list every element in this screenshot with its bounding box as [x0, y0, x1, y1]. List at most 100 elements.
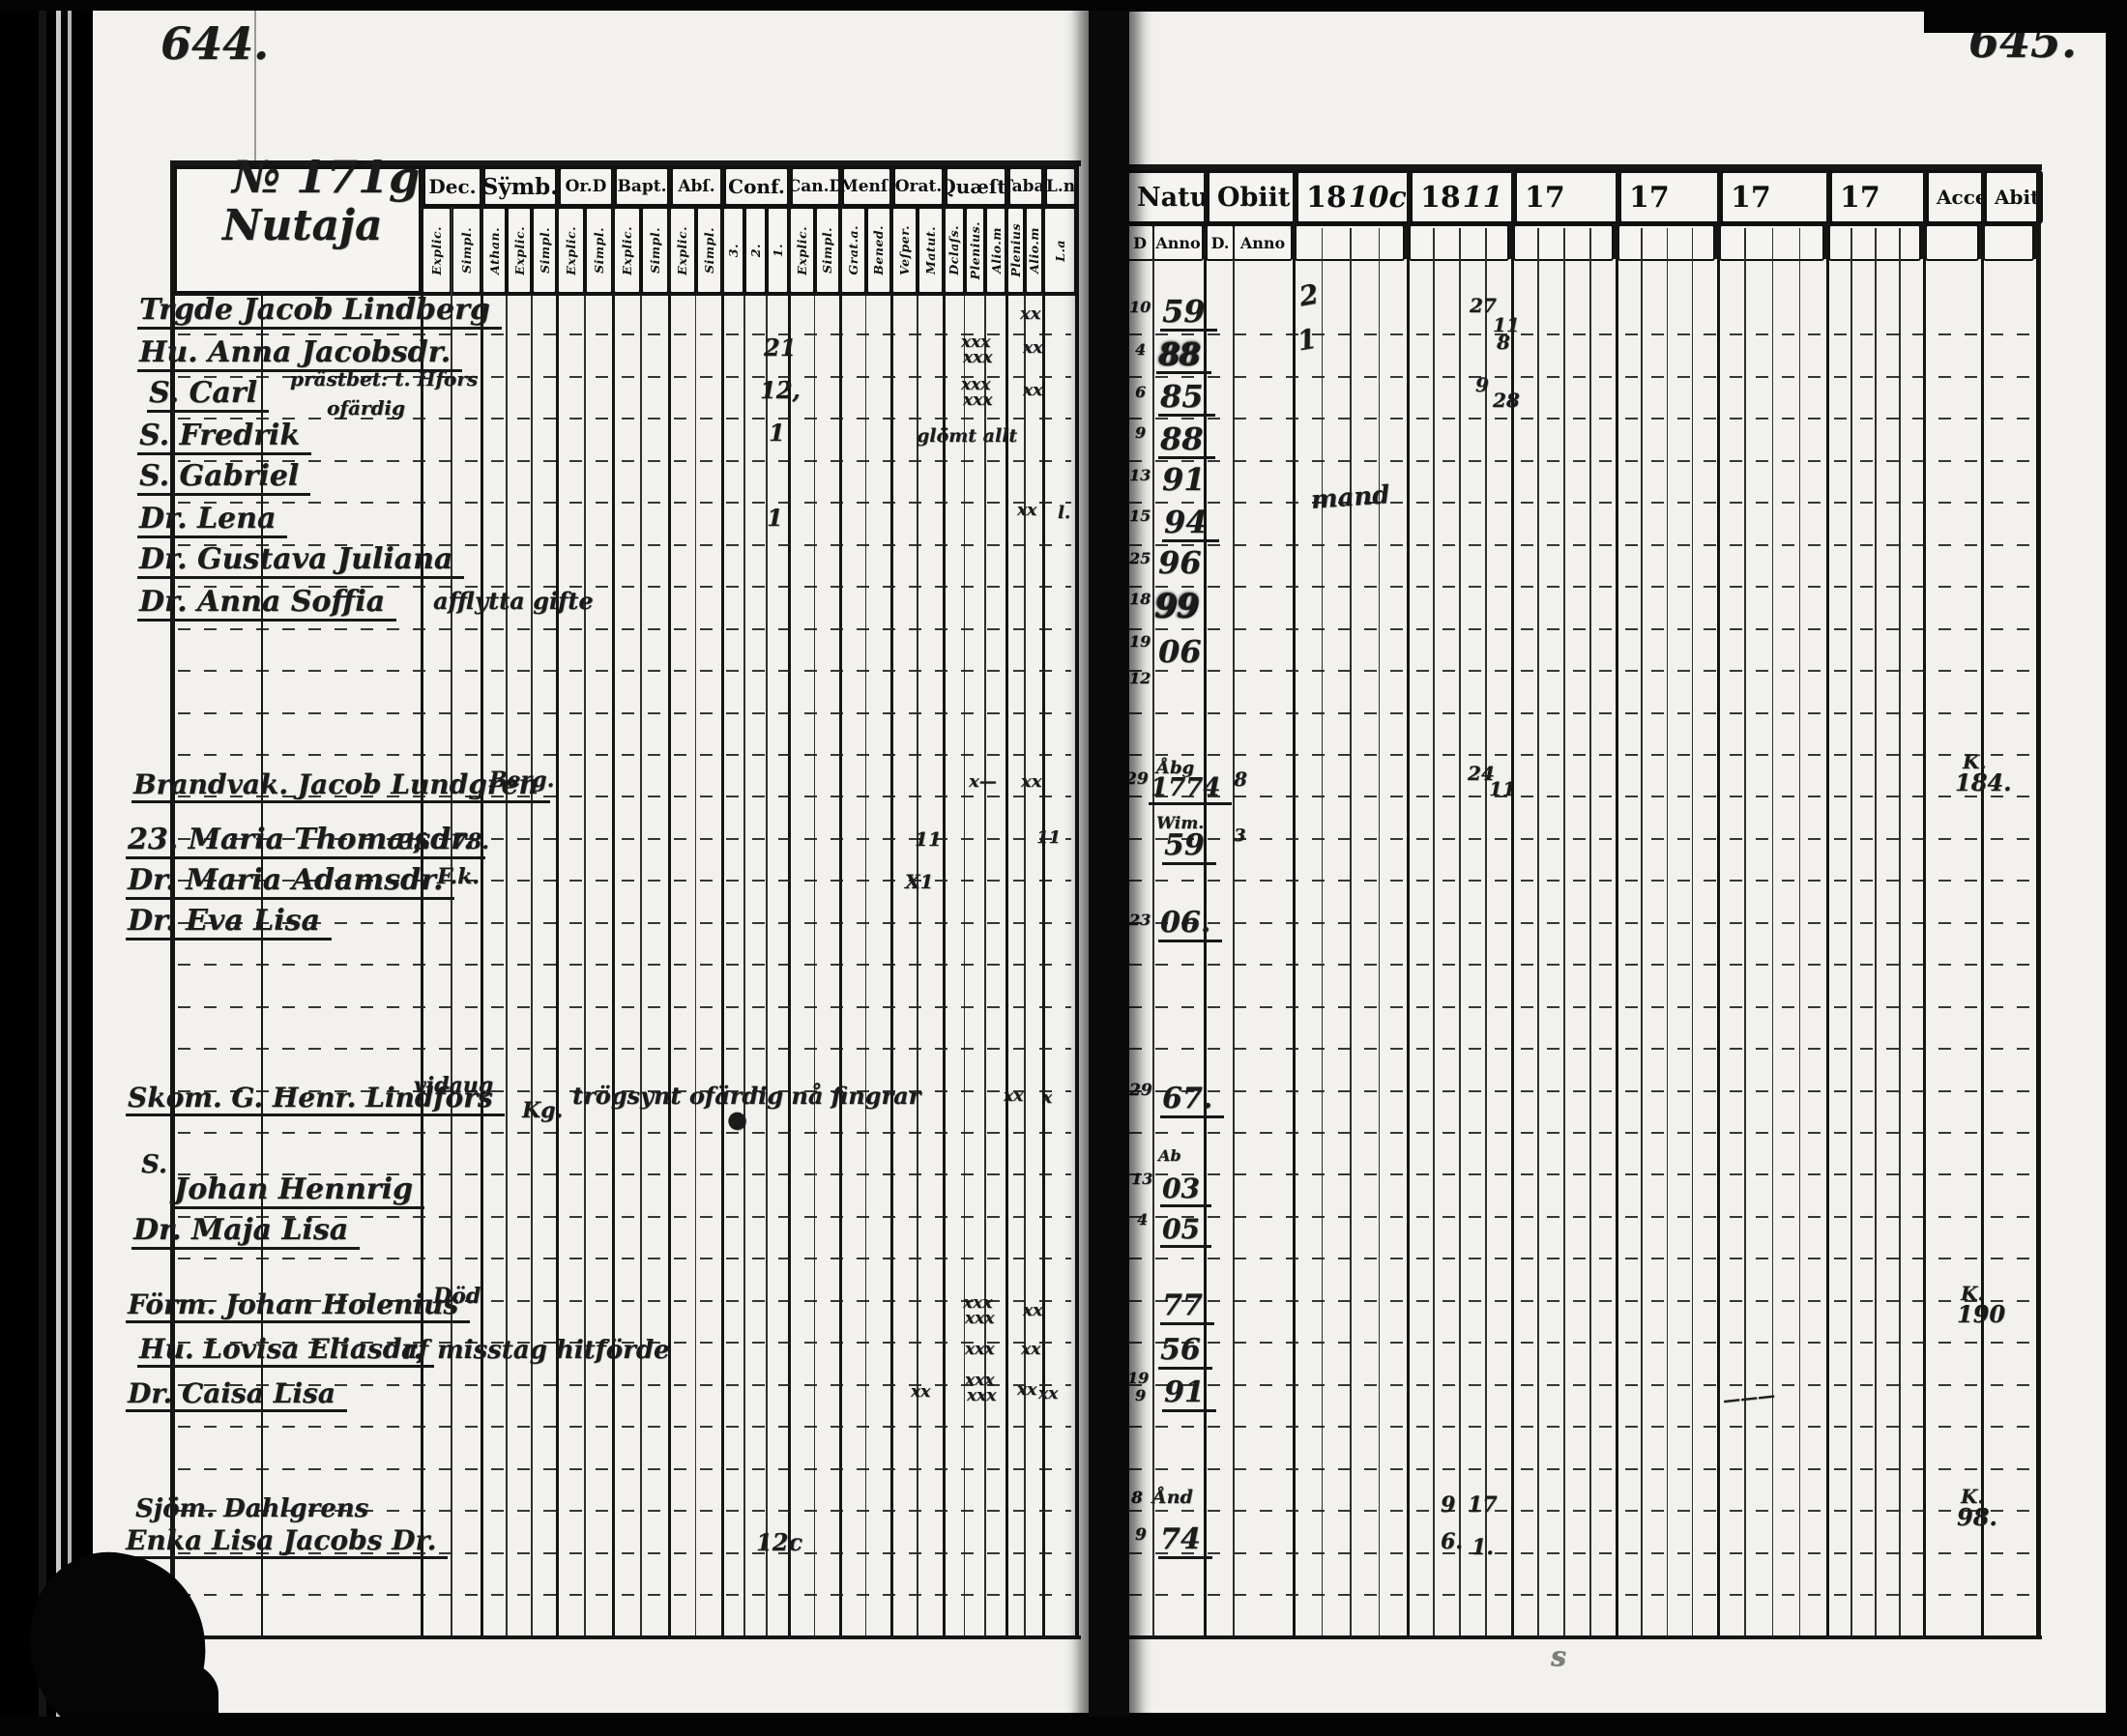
grid-line-sub	[766, 296, 768, 1635]
handwritten-year-suffix: 11	[1462, 180, 1503, 215]
handwritten-entry: 12c	[756, 1528, 803, 1556]
grid-line-main	[1717, 164, 1720, 1635]
subcolumn-header: Simpl.	[585, 207, 613, 294]
row-line	[178, 1510, 1071, 1512]
row-line	[178, 586, 1071, 588]
subcolumn-label: Simpl.	[820, 227, 835, 274]
handwritten-entry: Wim.	[1156, 814, 1205, 833]
handwritten-entry: afflytta gifte	[433, 587, 594, 615]
row-line	[1129, 1173, 2030, 1175]
row-line	[178, 1048, 1071, 1050]
subcolumn-header: 2.	[744, 207, 767, 294]
subcolumn-header: Simpl.	[532, 207, 557, 294]
row-line	[178, 964, 1071, 966]
handwritten-entry: 24	[1468, 762, 1495, 785]
grid-line-sub	[1798, 228, 1801, 1635]
handwritten-entry: Dr. Maja Lisa	[131, 1216, 361, 1250]
subcolumn-header: Matut.	[918, 207, 944, 294]
column-header-ord: Or.D	[558, 166, 614, 207]
grid-line-sub	[1563, 228, 1565, 1635]
subcolumn-label: Matut.	[923, 226, 938, 275]
handwritten-entry: 1	[767, 504, 783, 532]
row-line	[1129, 1258, 2030, 1259]
grid-line-main	[668, 160, 671, 1635]
subcolumn-label: Explic.	[429, 225, 444, 275]
subcolumn-label: Simpl.	[459, 227, 474, 274]
grid-line-main	[481, 160, 483, 1635]
column-header-17: 17	[1829, 170, 1930, 224]
row-line	[178, 1173, 1071, 1175]
subcolumn-header: Explic.	[613, 207, 641, 294]
subcolumn-label: Bened.	[871, 225, 887, 275]
handwritten-entry: xxx	[965, 1309, 995, 1328]
handwritten-entry: S.	[141, 1150, 167, 1179]
handwritten-entry: xxx	[967, 1386, 997, 1405]
row-line	[1129, 1594, 2030, 1596]
row-line	[1129, 880, 2030, 882]
subcolumn-header: Plenius	[1006, 207, 1025, 294]
handwritten-entry: Ab	[1158, 1146, 1181, 1165]
handwritten-entry: Enka Lisa Jacobs Dr.	[124, 1527, 449, 1559]
handwritten-entry: 18	[1129, 590, 1151, 608]
name-margin-line	[261, 296, 263, 1635]
subcolumn-label: L.a	[1052, 239, 1067, 262]
subcolumn-header: Alio.m	[985, 207, 1006, 294]
subcolumn-label: 1.	[771, 243, 785, 258]
subcolumn-header: Simpl.	[814, 207, 840, 294]
table-border-top	[1122, 164, 2042, 170]
handwritten-entry: 1	[769, 419, 785, 447]
row-line	[1129, 1342, 2030, 1344]
grid-line-sub	[917, 296, 918, 1635]
row-line	[178, 1426, 1071, 1428]
row-line	[178, 1468, 1071, 1470]
handwritten-entry: l.	[1058, 503, 1071, 523]
subcolumn-label: D	[1133, 233, 1147, 252]
subcolumn-header: 3.	[722, 207, 744, 294]
subcolumn-header: Simpl.	[695, 207, 722, 294]
handwritten-entry: 19	[1127, 1369, 1150, 1387]
handwritten-entry: 59	[1162, 831, 1216, 865]
unit-name: Nutaja	[222, 201, 383, 250]
grid-line-sub	[1378, 228, 1380, 1635]
handwritten-entry: 99	[1154, 587, 1199, 625]
handwritten-entry: 74	[1158, 1525, 1212, 1559]
handwritten-entry: xx	[1004, 1086, 1024, 1106]
handwritten-entry: 12	[1129, 669, 1151, 687]
row-line	[1129, 1132, 2030, 1134]
grid-line-main	[1293, 164, 1296, 1635]
handwritten-entry: S. Fredrik	[137, 421, 312, 455]
row-line	[178, 333, 1071, 335]
handwritten-entry: xx	[1023, 381, 1043, 400]
column-header-orat: Orat.	[892, 166, 945, 207]
grid-line-main	[1407, 164, 1410, 1635]
grid-line-main	[839, 160, 842, 1635]
row-line	[1129, 754, 2030, 756]
subcolumn-label: Explic.	[794, 225, 809, 275]
handwritten-entry: 03	[1160, 1175, 1211, 1207]
grid-line-sub	[1744, 228, 1746, 1635]
handwritten-entry: Sjöm. Dahlgrens	[135, 1494, 369, 1523]
row-line	[178, 1006, 1071, 1008]
subcolumn-label: Explic.	[620, 225, 634, 275]
grid-line-sub	[506, 296, 508, 1635]
grid-line-main	[721, 160, 724, 1635]
grid-line-sub	[1666, 228, 1668, 1635]
grid-line-sub	[1233, 259, 1235, 1635]
subcolumn-label: 2.	[748, 243, 763, 258]
handwritten-entry: K.	[1963, 750, 1987, 773]
grid-line-main	[1616, 164, 1618, 1635]
grid-line-sub	[1459, 228, 1461, 1635]
row-line	[1129, 1384, 2030, 1386]
grid-line-main	[556, 160, 559, 1635]
handwritten-entry: if. 178.	[406, 829, 489, 854]
handwritten-entry: K.	[1961, 1485, 1985, 1508]
handwritten-entry: 4	[1137, 1210, 1149, 1229]
handwritten-entry: xxx	[963, 348, 993, 367]
handwritten-entry: 98.	[1957, 1503, 1997, 1531]
row-line	[178, 922, 1071, 924]
column-header-17: 17	[1720, 170, 1833, 224]
handwritten-entry: ●	[727, 1105, 747, 1133]
row-line	[178, 1258, 1071, 1259]
grid-line-main	[890, 160, 893, 1635]
handwritten-entry: xxx	[965, 1371, 995, 1390]
